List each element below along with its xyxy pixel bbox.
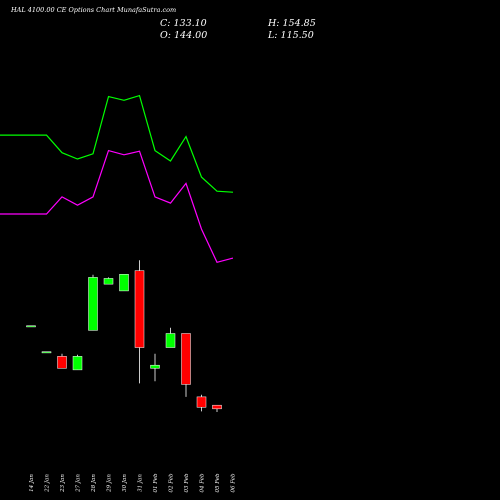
x-tick-label: 28 Jan <box>91 474 97 493</box>
candle-6 <box>103 277 114 285</box>
candle-body <box>196 396 207 408</box>
candle-body <box>150 364 160 369</box>
candle-1 <box>26 325 36 328</box>
candle-7 <box>119 274 129 292</box>
low-readout: L: 115.50 <box>267 30 314 41</box>
candle-2 <box>41 351 52 354</box>
candle-body <box>72 356 83 371</box>
indicator-line-1 <box>0 94 233 193</box>
close-readout: C: 133.10 <box>160 18 207 29</box>
x-tick-label: 23 Jan <box>60 474 66 493</box>
candles <box>26 260 222 412</box>
x-tick-label: 22 Jan <box>45 474 51 493</box>
candle-body <box>165 333 176 348</box>
candle-body <box>88 277 98 331</box>
candle-body <box>41 351 52 354</box>
x-tick-label: 01 Feb <box>153 473 159 493</box>
candle-body <box>26 325 36 328</box>
candle-body <box>103 278 114 285</box>
candle-10 <box>165 327 176 348</box>
candle-body <box>119 274 129 292</box>
open-readout: O: 144.00 <box>160 30 207 41</box>
candle-13 <box>212 404 222 412</box>
indicator-lines <box>0 94 233 264</box>
x-tick-label: 30 Jan <box>122 474 128 492</box>
chart-title: HAL 4100.00 CE Options Chart MunafaSutra… <box>10 6 176 14</box>
candle-9 <box>150 353 160 382</box>
x-axis-ticks: 14 Jan 22 Jan 23 Jan 27 Jan 28 Jan 29 Jan 30 J… <box>29 473 237 493</box>
x-tick-label: 04 Feb <box>200 473 206 493</box>
candle-body <box>212 404 222 410</box>
x-tick-label: 29 Jan <box>107 474 113 493</box>
x-tick-label: 02 Feb <box>169 473 175 493</box>
candle-5 <box>88 274 98 331</box>
candle-4 <box>72 354 83 371</box>
candle-11 <box>181 333 191 397</box>
candle-12 <box>196 394 207 412</box>
x-tick-label: 31 Jan <box>138 474 144 492</box>
high-readout: H: 154.85 <box>267 18 316 29</box>
indicator-line-2 <box>0 149 233 264</box>
candle-body <box>134 270 145 348</box>
x-tick-label: 05 Feb <box>215 473 221 493</box>
candle-body <box>181 333 191 385</box>
candle-3 <box>57 353 67 369</box>
x-tick-label: 14 Jan <box>29 474 35 492</box>
candle-8 <box>134 260 145 384</box>
x-tick-label: 03 Feb <box>184 473 190 493</box>
x-tick-label: 06 Feb <box>231 473 237 493</box>
x-tick-label: 27 Jan <box>76 474 82 493</box>
candle-body <box>57 356 67 369</box>
